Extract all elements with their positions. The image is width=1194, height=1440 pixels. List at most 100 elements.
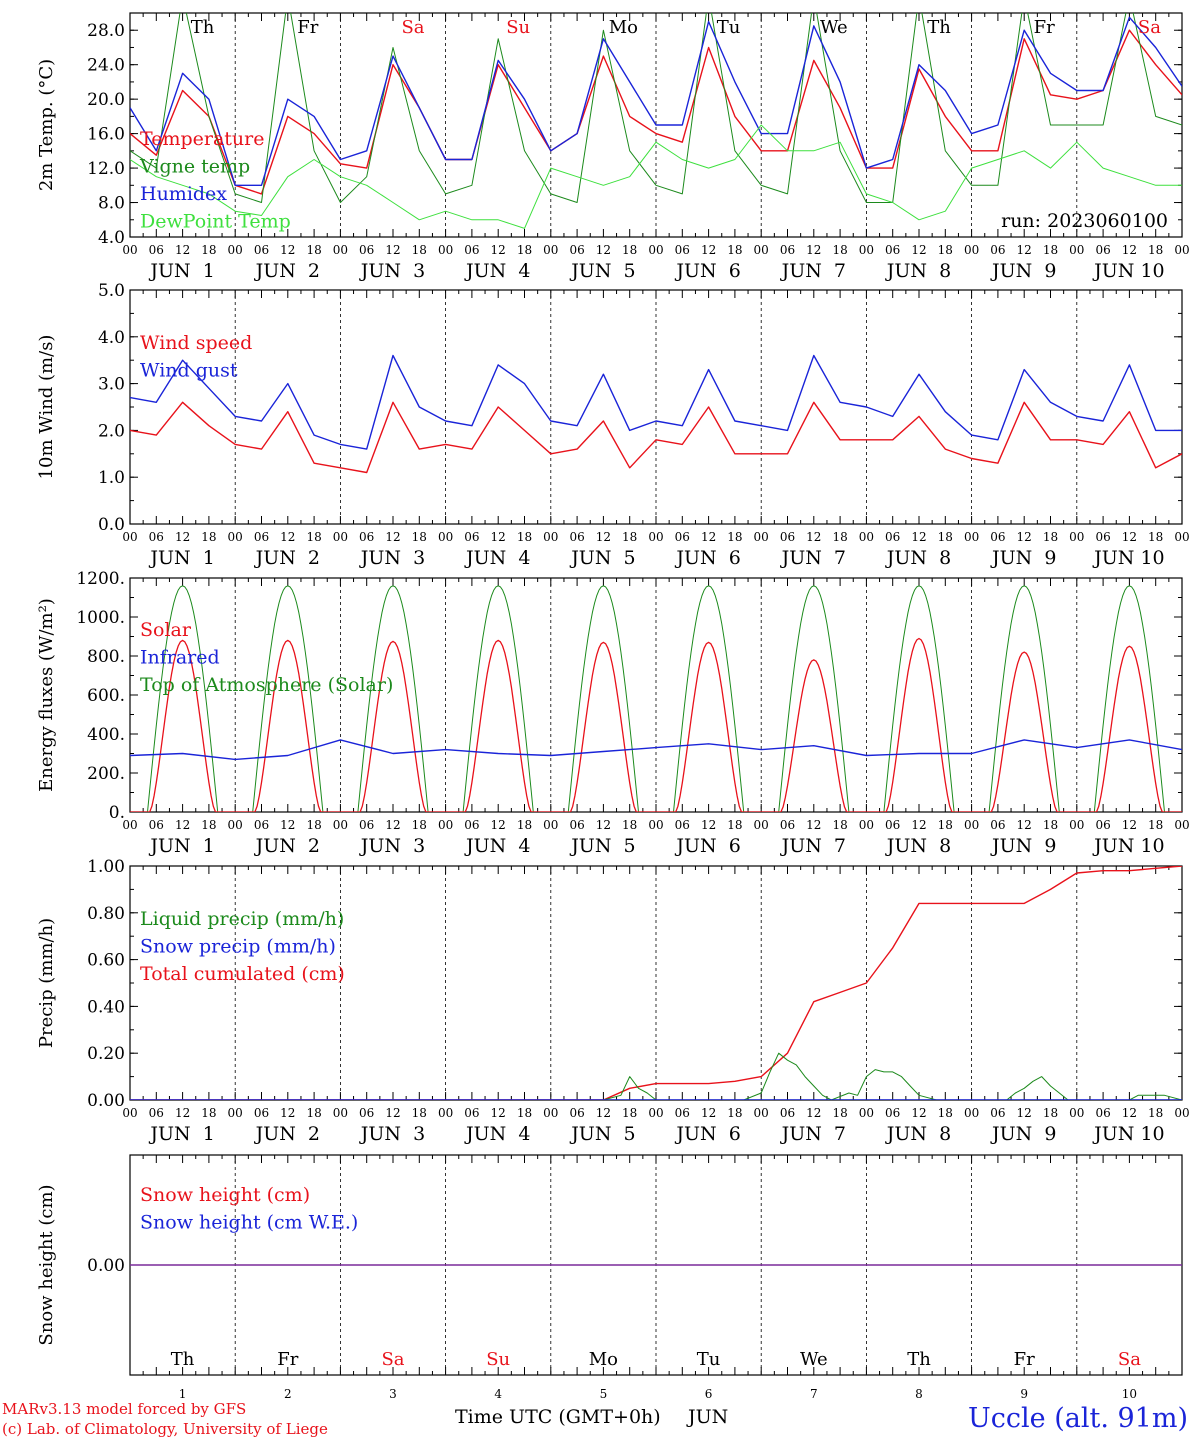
y-tick-label: 20.0 xyxy=(87,90,125,110)
x-tick-label: 18 xyxy=(201,818,216,832)
day-label: JUN 3 xyxy=(359,1123,425,1145)
day-number: 1 xyxy=(179,1387,187,1401)
x-tick-label: 18 xyxy=(412,818,427,832)
day-number: 9 xyxy=(1020,1387,1028,1401)
day-label: JUN 5 xyxy=(569,260,635,282)
day-label: JUN 9 xyxy=(990,547,1056,569)
x-tick-label: 00 xyxy=(333,818,348,832)
x-tick-label: 12 xyxy=(491,1106,506,1120)
x-tick-label: 18 xyxy=(832,1106,847,1120)
x-tick-label: 18 xyxy=(622,1106,637,1120)
x-tick-label: 12 xyxy=(701,530,716,544)
x-tick-label: 18 xyxy=(201,1106,216,1120)
y-tick-label: 800. xyxy=(87,647,125,667)
x-tick-label: 12 xyxy=(806,818,821,832)
x-tick-label: 06 xyxy=(990,1106,1005,1120)
station-label: Uccle (alt. 91m) xyxy=(968,1403,1188,1434)
day-label: JUN 1 xyxy=(148,260,214,282)
y-tick-label: 5.0 xyxy=(98,281,125,301)
day-label: JUN 7 xyxy=(780,835,846,857)
day-label: JUN 1 xyxy=(148,1123,214,1145)
day-number: 5 xyxy=(600,1387,608,1401)
y-tick-label: 0.40 xyxy=(87,997,125,1017)
weekday-label: Fr xyxy=(1034,17,1055,38)
x-tick-label: 00 xyxy=(543,1106,558,1120)
weekday-label: Fr xyxy=(1014,1349,1035,1370)
x-tick-label: 18 xyxy=(727,530,742,544)
x-tick-label: 12 xyxy=(911,243,926,257)
series-vigne-temp xyxy=(130,13,1182,203)
day-label: JUN 4 xyxy=(464,547,530,569)
x-tick-label: 00 xyxy=(438,530,453,544)
x-tick-label: 06 xyxy=(1095,243,1110,257)
x-tick-label: 06 xyxy=(149,818,164,832)
x-tick-label: 12 xyxy=(701,818,716,832)
series-group xyxy=(130,13,1182,229)
series-infrared xyxy=(130,739,1182,761)
day-label: JUN 8 xyxy=(885,547,951,569)
credit-line-2: (c) Lab. of Climatology, University of L… xyxy=(2,1420,328,1438)
x-tick-label: 00 xyxy=(333,243,348,257)
x-tick-label: 06 xyxy=(1095,530,1110,544)
x-tick-label: 12 xyxy=(1122,530,1137,544)
legend-entry: Temperature xyxy=(140,128,264,150)
panel-3: 00 06 12 18 00 06 12 18 00 06 12 18 00 06 12 18 00 06 12 18… xyxy=(36,569,1190,857)
x-tick-label: 12 xyxy=(806,1106,821,1120)
x-tick-label: 12 xyxy=(175,530,190,544)
series-top-of-atmosphere xyxy=(130,585,1182,812)
x-tick-label: 06 xyxy=(569,243,584,257)
y-tick-label: 1.00 xyxy=(87,857,125,877)
x-tick-label: 06 xyxy=(885,530,900,544)
weekday-label: Th xyxy=(171,1349,195,1370)
day-label: JUN 9 xyxy=(990,835,1056,857)
day-number: 10 xyxy=(1122,1387,1137,1401)
x-tick-label: 06 xyxy=(464,530,479,544)
x-axis-month: JUN xyxy=(686,1406,728,1428)
panel-2: 00 06 12 18 00 06 12 18 00 06 12 18 00 06 12 18 00 06 12 18… xyxy=(36,281,1190,569)
day-number: 2 xyxy=(284,1387,292,1401)
weekday-label: Su xyxy=(486,1349,510,1370)
y-tick-label: 0.80 xyxy=(87,904,125,924)
x-tick-label: 00 xyxy=(859,530,874,544)
x-tick-label: 06 xyxy=(1095,818,1110,832)
day-label: JUN 7 xyxy=(780,1123,846,1145)
x-tick-label: 00 xyxy=(438,1106,453,1120)
x-tick-label: 12 xyxy=(1122,1106,1137,1120)
day-label: JUN 10 xyxy=(1092,1123,1164,1145)
legend-entry: Top of Atmosphere (Solar) xyxy=(140,674,393,696)
x-tick-label: 18 xyxy=(412,530,427,544)
y-tick-label: 24.0 xyxy=(87,56,125,76)
x-tick-label: 06 xyxy=(254,818,269,832)
day-label: JUN 9 xyxy=(990,260,1056,282)
series-total-cumulated-cm xyxy=(130,866,1182,1100)
x-tick-label: 12 xyxy=(280,530,295,544)
x-tick-label: 00 xyxy=(438,243,453,257)
day-number: 3 xyxy=(389,1387,397,1401)
day-label: JUN 7 xyxy=(780,547,846,569)
x-tick-label: 06 xyxy=(254,530,269,544)
series-dewpoint-temp xyxy=(130,124,1182,229)
x-tick-label: 00 xyxy=(543,530,558,544)
x-tick-label: 00 xyxy=(648,818,663,832)
x-tick-label: 12 xyxy=(701,1106,716,1120)
day-label: JUN 10 xyxy=(1092,835,1164,857)
day-label: JUN 4 xyxy=(464,835,530,857)
x-tick-label: 12 xyxy=(596,243,611,257)
x-tick-label: 18 xyxy=(622,530,637,544)
x-tick-label: 06 xyxy=(780,1106,795,1120)
y-tick-label: 0.20 xyxy=(87,1044,125,1064)
y-tick-label: 4.0 xyxy=(98,328,125,348)
footer: MARv3.13 model forced by GFS (c) Lab. of… xyxy=(2,1400,1188,1438)
x-tick-label: 06 xyxy=(675,530,690,544)
y-tick-label: 12.0 xyxy=(87,159,125,179)
x-tick-label: 06 xyxy=(254,243,269,257)
y-tick-label: 0.60 xyxy=(87,951,125,971)
y-tick-label: 0.00 xyxy=(87,1256,125,1276)
legend-entry: Wind speed xyxy=(140,332,252,354)
y-tick-label: 8.0 xyxy=(98,194,125,214)
series-temperature xyxy=(130,29,1182,195)
meteogram-panels: 00 06 12 18 00 06 12 18 00 06 12 18 00 06 12 18 00 06 12 18… xyxy=(36,12,1190,1401)
y-tick-label: 3.0 xyxy=(98,375,125,395)
x-tick-label: 12 xyxy=(596,1106,611,1120)
